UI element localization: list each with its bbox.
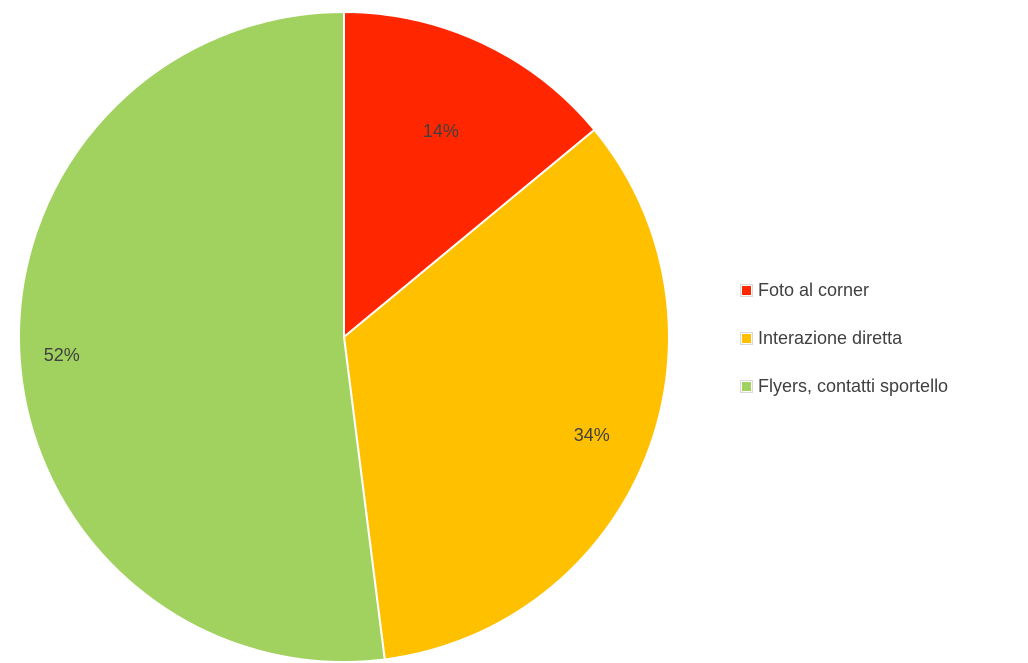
pie-data-labels: 14% 34% 52% (44, 121, 610, 445)
legend-label: Foto al corner (758, 279, 870, 300)
legend-label: Flyers, contatti sportello (758, 375, 949, 396)
legend-swatch (740, 283, 753, 297)
legend-item-interazione-diretta: Interazione diretta (740, 326, 948, 350)
legend-label: Interazione diretta (758, 327, 903, 348)
chart-legend: Foto al corner Interazione diretta Flyer… (740, 278, 949, 422)
data-label: 52% (44, 345, 80, 365)
pie-slices (18, 10, 670, 663)
data-label: 14% (423, 121, 459, 141)
pie-slice-flyers-contatti-sportello (18, 10, 386, 663)
legend-swatch (740, 331, 753, 345)
pie-slice-interazione-diretta (342, 128, 670, 661)
legend-swatch (740, 379, 753, 393)
pie-slice-foto-al-corner (343, 10, 596, 340)
data-label: 34% (574, 425, 610, 445)
legend-item-foto-al-corner: Foto al corner (740, 278, 948, 302)
legend-item-flyers-contatti-sportello: Flyers, contatti sportello (740, 374, 949, 398)
